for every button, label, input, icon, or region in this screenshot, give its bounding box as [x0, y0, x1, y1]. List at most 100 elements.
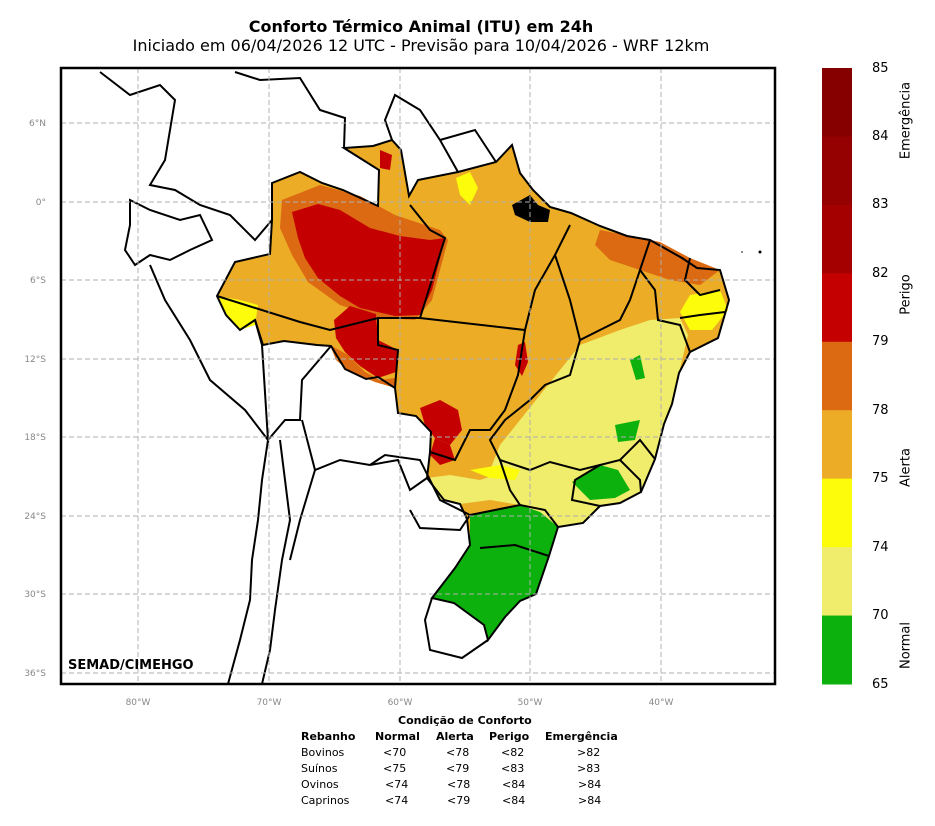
region-alerta-mid-acre — [217, 296, 258, 330]
colorbar-tick: 75 — [872, 471, 889, 486]
header-cell: Perigo — [489, 730, 530, 743]
table-cell: <78 — [446, 746, 470, 759]
colorbar-band-84-85 — [822, 68, 852, 137]
table-cell: Suínos — [301, 762, 338, 775]
region-perigo-low-ne — [595, 230, 720, 285]
region-alerta-mid-sp — [470, 465, 520, 480]
table-cell: <84 — [502, 794, 526, 807]
region-normal-south — [432, 505, 558, 640]
header-cell: Alerta — [436, 730, 474, 743]
table-cell: Bovinos — [301, 746, 345, 759]
region-perigo-low-rondonia — [330, 345, 395, 388]
colorbar-tick: 74 — [872, 540, 889, 555]
lon-label: 80°W — [126, 698, 151, 708]
table-cell: <79 — [447, 794, 471, 807]
table-cell: <74 — [385, 794, 409, 807]
colorbar — [822, 68, 852, 685]
border-state-10 — [469, 503, 559, 528]
border-state-2 — [419, 224, 571, 332]
border-colombia — [99, 71, 273, 242]
colorbar-band-82-83 — [822, 204, 852, 274]
colorbar-tick: 85 — [872, 61, 889, 76]
table-row: Caprinos <74 <79 <84 >84 — [0, 794, 935, 809]
table-cell: >82 — [577, 746, 601, 759]
colorbar-band-65-70 — [822, 615, 852, 685]
colorbar-tick: 70 — [872, 608, 889, 623]
lat-label: 0° — [36, 198, 46, 208]
lat-label: 6°S — [30, 276, 46, 286]
border-peru — [149, 264, 270, 444]
border-brazil — [215, 138, 731, 643]
border-state-5 — [554, 239, 651, 342]
colorbar-tick: 83 — [872, 197, 889, 212]
lon-labels: 80°W 70°W 60°W 50°W 40°W — [126, 698, 674, 708]
region-perigo-high-amazon — [292, 204, 445, 316]
table-cell: >83 — [577, 762, 601, 775]
colorbar-category-emergencia: Emergência — [898, 81, 914, 160]
region-normal-mg-2 — [630, 355, 645, 380]
table-cell: Caprinos — [301, 794, 350, 807]
table-cell: Ovinos — [301, 778, 339, 791]
island-dot — [758, 250, 762, 254]
lat-label: 12°S — [24, 355, 46, 365]
lat-label: 30°S — [24, 590, 46, 600]
header-cell: Rebanho — [301, 730, 356, 743]
colorbar-category-perigo: Perigo — [898, 274, 914, 315]
region-perigo-high-roraima — [380, 150, 392, 170]
colorbar-category-normal: Normal — [898, 621, 914, 670]
border-state-1 — [216, 204, 447, 332]
table-row: Bovinos <70 <78 <82 >82 — [0, 746, 935, 761]
border-chile — [227, 439, 269, 685]
colorbar-tick: 65 — [872, 677, 889, 692]
table-cell: <79 — [446, 762, 470, 775]
lat-label: 6°N — [29, 119, 46, 129]
table-cell: <78 — [447, 778, 471, 791]
table-cell: <70 — [383, 746, 407, 759]
border-state-14 — [570, 464, 601, 507]
colorbar-category-alerta: Alerta — [898, 448, 914, 487]
region-alerta-mid-amapa — [456, 172, 478, 205]
colorbar-band-79-82 — [822, 273, 852, 343]
comfort-table-header: Rebanho Normal Alerta Perigo Emergência — [0, 730, 935, 745]
border-paraguay — [369, 453, 472, 532]
colorbar-tick: 82 — [872, 266, 889, 281]
lat-label: 24°S — [24, 512, 46, 522]
map-title: Conforto Térmico Animal (ITU) em 24h — [248, 17, 594, 36]
comfort-table-caption: Condição de Conforto — [398, 714, 532, 727]
map-subtitle: Iniciado em 06/04/2026 12 UTC - Previsão… — [132, 36, 710, 55]
lat-label: 36°S — [24, 669, 46, 679]
colorbar-tick: 79 — [872, 334, 889, 349]
table-row: Suínos <75 <79 <83 >83 — [0, 762, 935, 777]
border-state-11 — [479, 543, 550, 557]
map-frame — [59, 66, 777, 686]
colorbar-band-74-75 — [822, 478, 852, 548]
border-guyanas — [383, 93, 497, 173]
header-cell: Normal — [375, 730, 420, 743]
lon-label: 50°W — [518, 698, 543, 708]
colorbar-band-78-79 — [822, 341, 852, 411]
lat-label: 18°S — [24, 433, 46, 443]
border-state-8 — [683, 257, 721, 297]
colorbar-band-75-78 — [822, 410, 852, 480]
brazil-itu-field — [217, 140, 729, 640]
borders — [99, 71, 731, 685]
colorbar-tick: 78 — [872, 403, 889, 418]
table-cell: <74 — [385, 778, 409, 791]
border-state-13 — [619, 459, 642, 493]
table-cell: >84 — [578, 778, 602, 791]
border-state-6 — [488, 339, 656, 472]
table-cell: <82 — [501, 746, 525, 759]
border-uruguay — [423, 597, 489, 660]
lon-label: 70°W — [257, 698, 282, 708]
colorbar-tick: 84 — [872, 129, 889, 144]
colorbar-band-70-74 — [822, 547, 852, 617]
header-cell: Emergência — [545, 730, 618, 743]
table-cell: <83 — [501, 762, 525, 775]
table-cell: <84 — [502, 778, 526, 791]
region-perigo-high-mt — [420, 400, 462, 445]
border-state-9 — [679, 311, 726, 319]
region-alerta-mid-ne — [680, 290, 728, 330]
colorbar-band-83-84 — [822, 136, 852, 206]
lon-label: 40°W — [649, 698, 674, 708]
